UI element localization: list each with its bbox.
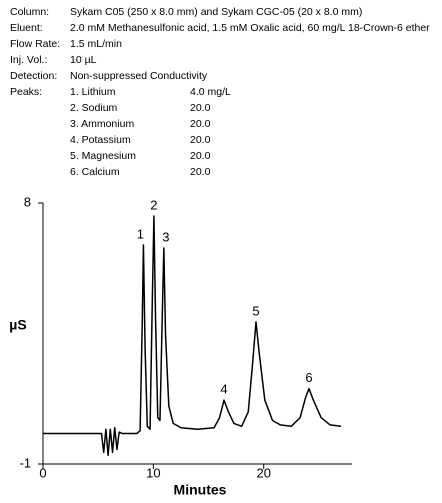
peak-row: 3. Ammonium 20.0 <box>70 116 435 132</box>
info-value: 2.0 mM Methanesulfonic acid, 1.5 mM Oxal… <box>70 22 430 34</box>
peak-label: 6 <box>305 370 312 385</box>
peaks-row: Peaks: 1. Lithium 4.0 mg/L 2. Sodium 20.0 3. … <box>10 84 435 180</box>
peak-label: 4 <box>220 382 227 397</box>
info-label: Eluent: <box>10 22 43 34</box>
peak-label: 1 <box>137 226 144 241</box>
info-label: Detection: <box>10 70 58 82</box>
info-row: Inj. Vol.: 10 µL <box>10 52 435 68</box>
x-tick-label: 10 <box>146 465 160 480</box>
info-label: Flow Rate: <box>10 38 61 50</box>
x-tick-label: 20 <box>256 465 270 480</box>
x-axis-label: Minutes <box>174 482 227 498</box>
peak-row: 1. Lithium 4.0 mg/L <box>70 84 435 100</box>
peak-row: 2. Sodium 20.0 <box>70 100 435 116</box>
info-label: Column: <box>10 6 50 18</box>
info-value: Non-suppressed Conductivity <box>70 70 208 82</box>
trace <box>43 215 342 457</box>
info-value: Sykam C05 (250 x 8.0 mm) and Sykam CGC-0… <box>70 6 363 18</box>
info-row: Column: Sykam C05 (250 x 8.0 mm) and Syka… <box>10 4 435 20</box>
peak-name: 2. Sodium <box>70 102 118 114</box>
peak-conc: 20.0 <box>190 150 211 162</box>
y-tick-label: 8 <box>24 194 31 209</box>
info-label: Inj. Vol.: <box>10 54 48 66</box>
y-axis-label: µS <box>9 317 26 333</box>
peak-name: 6. Calcium <box>70 166 120 178</box>
peak-row: 6. Calcium 20.0 <box>70 164 435 180</box>
info-label: Peaks: <box>10 86 43 98</box>
peak-label: 2 <box>150 197 157 212</box>
info-row: Detection: Non-suppressed Conductivity <box>10 68 435 84</box>
peak-conc: 4.0 mg/L <box>190 86 231 98</box>
peak-name: 4. Potassium <box>70 134 131 146</box>
x-tick-label: 0 <box>39 465 46 480</box>
peak-row: 5. Magnesium 20.0 <box>70 148 435 164</box>
peak-conc: 20.0 <box>190 102 211 114</box>
info-value: 1.5 mL/min <box>70 38 122 50</box>
peak-conc: 20.0 <box>190 118 211 130</box>
info-row: Flow Rate: 1.5 mL/min <box>10 36 435 52</box>
peak-name: 3. Ammonium <box>70 118 135 130</box>
peak-row: 4. Potassium 20.0 <box>70 132 435 148</box>
method-info: Column: Sykam C05 (250 x 8.0 mm) and Syka… <box>10 4 435 180</box>
peak-label: 5 <box>252 303 259 318</box>
peak-name: 1. Lithium <box>70 86 116 98</box>
peak-label: 3 <box>162 229 169 244</box>
info-row: Eluent: 2.0 mM Methanesulfonic acid, 1.5 … <box>10 20 435 36</box>
peak-conc: 20.0 <box>190 134 211 146</box>
peaks-list: 1. Lithium 4.0 mg/L 2. Sodium 20.0 3. Ammoni… <box>70 84 435 180</box>
peak-name: 5. Magnesium <box>70 150 136 162</box>
peak-conc: 20.0 <box>190 166 211 178</box>
info-value: 10 µL <box>70 54 97 66</box>
y-tick-label: -1 <box>19 455 31 470</box>
